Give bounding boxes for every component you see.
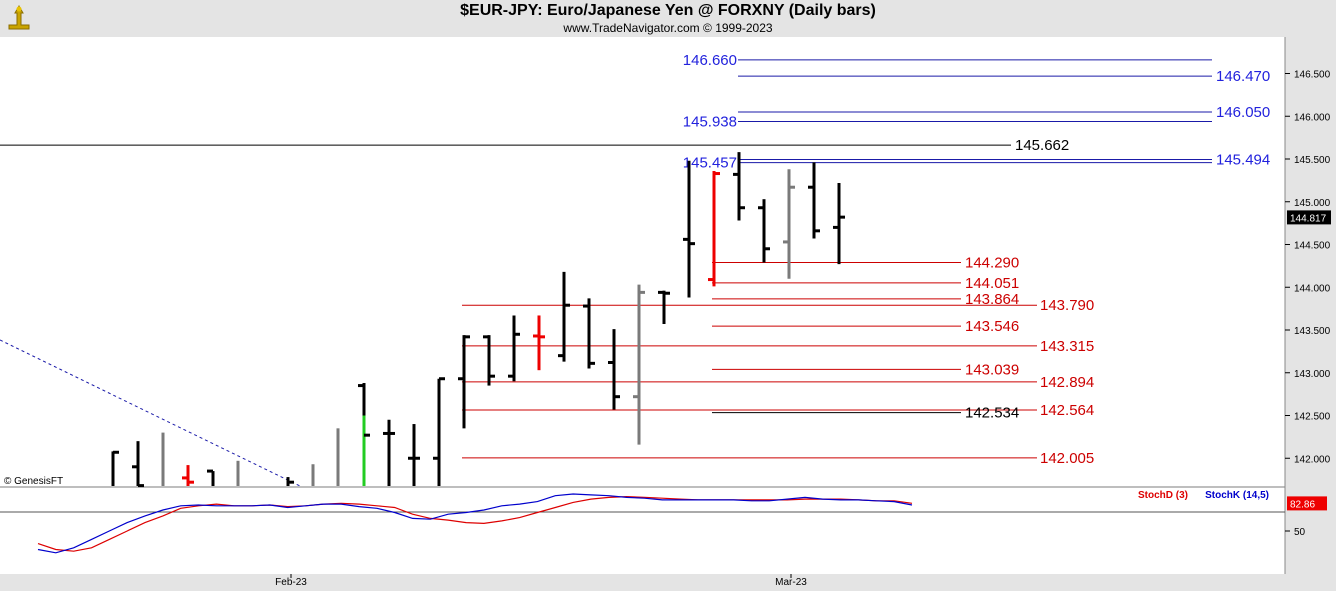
x-tick-label: Mar-23	[775, 577, 807, 588]
price-axis: 146.500 146.000 145.500 145.000 144.500 144.0…	[1285, 70, 1331, 538]
support-level-label: 142.564	[1040, 402, 1094, 419]
fib-level-label: 146.660	[683, 52, 737, 69]
last-price-box	[1287, 210, 1331, 225]
support-level-label: 143.790	[1040, 297, 1094, 314]
y-tick-label: 146.000	[1294, 112, 1331, 123]
stoch-tick-label: 50	[1294, 527, 1306, 538]
y-tick-label: 146.500	[1294, 70, 1331, 81]
watermark: © GenesisFT	[4, 476, 63, 487]
support-level-label: 143.315	[1040, 338, 1094, 355]
y-tick-label: 143.000	[1294, 369, 1331, 380]
y-tick-label: 145.500	[1294, 155, 1331, 166]
chart-subtitle: www.TradeNavigator.com © 1999-2023	[563, 21, 773, 35]
y-tick-label: 142.000	[1294, 454, 1331, 465]
support-level-label: 144.051	[965, 275, 1019, 292]
time-axis: Feb-23 Mar-23	[275, 574, 807, 588]
fib-level-label: 146.470	[1216, 68, 1270, 85]
chart-title: $EUR-JPY: Euro/Japanese Yen @ FORXNY (Da…	[460, 2, 876, 19]
low-level-label: 142.534	[965, 405, 1019, 422]
y-tick-label: 145.000	[1294, 198, 1331, 209]
level-lines: 146.660 146.470 146.050 145.938 145.457 145.4…	[0, 52, 1270, 467]
stochk-legend: StochK (14,5)	[1205, 490, 1269, 501]
support-level-label: 142.894	[1040, 374, 1094, 391]
x-tick-label: Feb-23	[275, 577, 307, 588]
fib-level-label: 145.457	[683, 155, 737, 172]
price-bars	[111, 152, 845, 488]
support-level-label: 144.290	[965, 254, 1019, 271]
support-level-label: 143.864	[965, 291, 1019, 308]
stoch-series-line	[37, 493, 913, 554]
support-level-label: 143.546	[965, 318, 1019, 335]
fib-level-label: 146.050	[1216, 104, 1270, 121]
chart-header: $EUR-JPY: Euro/Japanese Yen @ FORXNY (Da…	[0, 0, 1336, 37]
stoch-series-line	[37, 495, 913, 552]
y-tick-label: 144.000	[1294, 283, 1331, 294]
support-level-label: 143.039	[965, 361, 1019, 378]
y-tick-label: 143.500	[1294, 326, 1331, 337]
fib-level-label: 145.494	[1216, 152, 1270, 169]
support-level-label: 142.005	[1040, 450, 1094, 467]
y-tick-label: 142.500	[1294, 412, 1331, 423]
logo-icon	[8, 4, 30, 30]
trend-line	[0, 339, 301, 487]
stoch-last-label: 82.86	[1290, 499, 1315, 510]
stoch-plot-area	[0, 488, 1285, 574]
y-tick-label: 144.500	[1294, 241, 1331, 252]
stochastic-lines	[37, 493, 913, 554]
stoch-last-box	[1287, 496, 1327, 511]
high-level-label: 145.662	[1015, 137, 1069, 154]
last-price-label: 144.817	[1290, 213, 1327, 224]
fib-level-label: 145.938	[683, 114, 737, 131]
stochd-legend: StochD (3)	[1138, 490, 1188, 501]
